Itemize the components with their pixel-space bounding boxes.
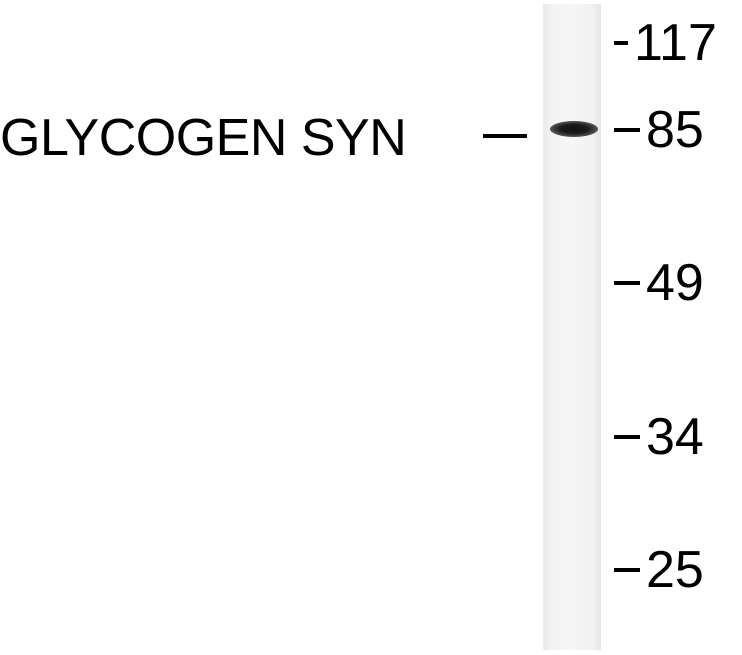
marker-tick: [614, 435, 640, 439]
marker-tick: [614, 568, 640, 572]
marker-value: 85: [646, 101, 704, 159]
marker-85: 85: [614, 100, 704, 160]
marker-49: 49: [614, 253, 704, 313]
marker-value: 25: [646, 541, 704, 599]
protein-pointer-dash: [483, 134, 527, 138]
marker-117: 117: [614, 13, 717, 73]
marker-tick: [614, 41, 628, 45]
marker-value: 34: [646, 408, 704, 466]
marker-tick: [614, 281, 640, 285]
marker-25: 25: [614, 540, 704, 600]
marker-value: 117: [634, 14, 717, 72]
marker-tick: [614, 128, 640, 132]
protein-label: GLYCOGEN SYN: [0, 109, 407, 167]
protein-band: [550, 121, 598, 137]
blot-lane: [543, 4, 601, 650]
marker-34: 34: [614, 407, 704, 467]
marker-value: 49: [646, 254, 704, 312]
